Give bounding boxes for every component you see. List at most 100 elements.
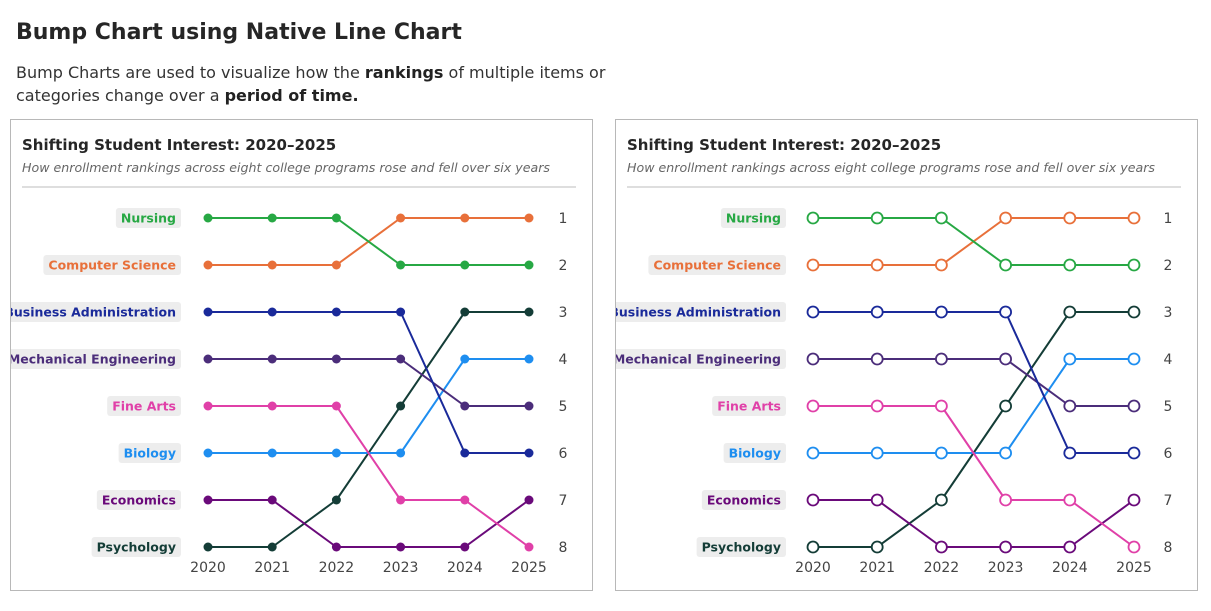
point-psychology-2023 <box>396 401 406 411</box>
point-economics-2020 <box>203 495 213 505</box>
y-tick-label: 4 <box>559 352 568 368</box>
x-tick-label: 2023 <box>383 560 419 576</box>
series-label-mechanical-engineering: Mechanical Engineering <box>616 349 786 369</box>
point-business-administration-2025 <box>524 448 534 458</box>
y-tick-label: 2 <box>1164 258 1173 274</box>
page-description: Bump Charts are used to visualize how th… <box>16 61 616 107</box>
point-psychology-2025 <box>524 307 534 317</box>
x-tick-label: 2022 <box>319 560 355 576</box>
series-line-mechanical-engineering <box>208 358 529 407</box>
point-economics-2025 <box>524 495 534 505</box>
series-line-fine-arts <box>813 405 1135 548</box>
y-tick-label: 5 <box>1164 399 1173 415</box>
point-mechanical-engineering-2023 <box>396 354 406 364</box>
series-label-bg <box>91 537 181 557</box>
point-nursing-2023 <box>999 258 1013 272</box>
x-tick-label: 2024 <box>447 560 483 576</box>
series-line-nursing <box>208 217 529 266</box>
point-business-administration-2024 <box>1063 446 1077 460</box>
series-line-nursing <box>813 217 1134 266</box>
point-mechanical-engineering-2025 <box>524 401 534 411</box>
point-mechanical-engineering-2020 <box>806 352 820 366</box>
bump-chart-hollow-panel: Shifting Student Interest: 2020–2025 How … <box>615 119 1198 591</box>
point-computer-science-2021 <box>870 258 884 272</box>
point-economics-2022 <box>331 542 341 552</box>
point-biology-2021 <box>870 446 884 460</box>
point-biology-2022 <box>331 448 341 458</box>
point-biology-2020 <box>203 448 213 458</box>
bump-chart-hollow: Shifting Student Interest: 2020–2025 How … <box>616 136 1181 576</box>
x-tick-label: 2025 <box>1116 560 1152 576</box>
series-label-text: Fine Arts <box>717 399 781 414</box>
point-computer-science-2020 <box>203 260 213 270</box>
series-label-business-administration: Business Administration <box>616 302 786 322</box>
series-label-text: Economics <box>102 493 176 508</box>
point-economics-2025 <box>1127 493 1141 507</box>
y-tick-label: 1 <box>1164 211 1173 227</box>
series-line-economics <box>813 499 1135 548</box>
point-business-administration-2021 <box>870 305 884 319</box>
series-label-bg <box>648 255 786 275</box>
series-label-bg <box>118 443 181 463</box>
series-label-text: Computer Science <box>48 258 176 273</box>
point-biology-2024 <box>1063 352 1077 366</box>
point-biology-2024 <box>460 354 470 364</box>
point-nursing-2021 <box>870 211 884 225</box>
description-bold-period: period of time. <box>224 86 359 105</box>
series-label-bg <box>701 490 786 510</box>
chart-title: Shifting Student Interest: 2020–2025 <box>22 136 336 154</box>
point-economics-2023 <box>396 542 406 552</box>
series-lines <box>813 217 1135 548</box>
series-label-economics: Economics <box>701 490 786 510</box>
point-computer-science-2023 <box>999 211 1013 225</box>
point-nursing-2024 <box>460 260 470 270</box>
description-bold-rankings: rankings <box>364 63 444 82</box>
point-mechanical-engineering-2023 <box>999 352 1013 366</box>
point-computer-science-2024 <box>460 213 470 223</box>
point-business-administration-2020 <box>806 305 820 319</box>
series-line-mechanical-engineering <box>813 358 1134 407</box>
x-tick-label: 2021 <box>254 560 290 576</box>
series-label-text: Economics <box>707 493 781 508</box>
point-computer-science-2025 <box>524 213 534 223</box>
series-label-text: Mechanical Engineering <box>616 352 781 367</box>
point-fine-arts-2022 <box>331 401 341 411</box>
point-computer-science-2021 <box>267 260 277 270</box>
point-psychology-2024 <box>1063 305 1077 319</box>
x-tick-label: 2025 <box>511 560 547 576</box>
series-label-text: Fine Arts <box>112 399 176 414</box>
point-psychology-2020 <box>806 540 820 554</box>
series-label-text: Business Administration <box>616 305 781 320</box>
point-psychology-2020 <box>203 542 213 552</box>
point-fine-arts-2022 <box>934 399 948 413</box>
point-economics-2020 <box>806 493 820 507</box>
series-label-text: Biology <box>729 446 781 461</box>
point-mechanical-engineering-2022 <box>934 352 948 366</box>
y-tick-label: 6 <box>1164 446 1173 462</box>
series-label-mechanical-engineering: Mechanical Engineering <box>11 349 181 369</box>
point-business-administration-2025 <box>1127 446 1141 460</box>
point-mechanical-engineering-2021 <box>267 354 277 364</box>
point-economics-2022 <box>934 540 948 554</box>
x-tick-label: 2024 <box>1052 560 1088 576</box>
point-fine-arts-2023 <box>396 495 406 505</box>
series-label-text: Business Administration <box>11 305 176 320</box>
series-line-business-administration <box>208 311 529 454</box>
point-business-administration-2024 <box>460 448 470 458</box>
point-mechanical-engineering-2022 <box>331 354 341 364</box>
point-psychology-2022 <box>331 495 341 505</box>
y-tick-label: 6 <box>559 446 568 462</box>
series-label-text: Mechanical Engineering <box>11 352 176 367</box>
point-fine-arts-2023 <box>999 493 1013 507</box>
point-psychology-2021 <box>267 542 277 552</box>
point-biology-2025 <box>1127 352 1141 366</box>
point-nursing-2024 <box>1063 258 1077 272</box>
series-lines <box>208 217 530 548</box>
chart-title: Shifting Student Interest: 2020–2025 <box>627 136 941 154</box>
point-fine-arts-2024 <box>1063 493 1077 507</box>
series-label-bg <box>107 396 181 416</box>
y-tick-label: 8 <box>559 540 568 556</box>
point-nursing-2021 <box>267 213 277 223</box>
point-biology-2020 <box>806 446 820 460</box>
x-tick-label: 2022 <box>924 560 960 576</box>
